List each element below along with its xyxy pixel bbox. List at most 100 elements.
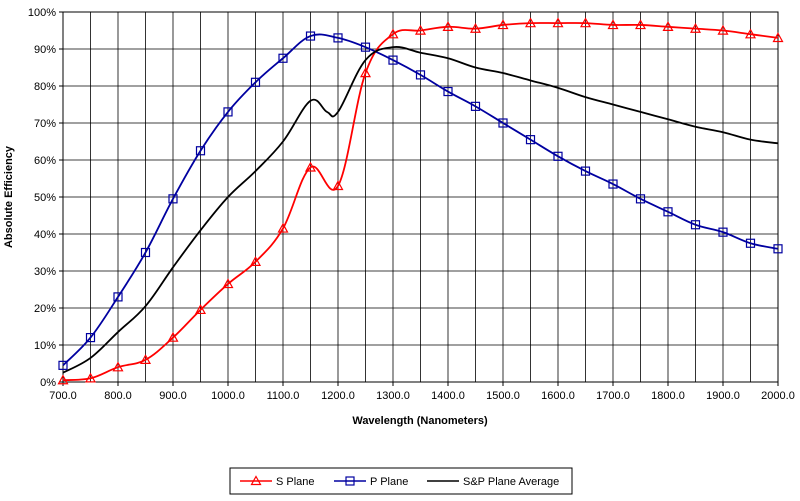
- point-s-plane: [139, 354, 152, 364]
- point-p-plane: [690, 220, 701, 230]
- point-p-plane: [470, 101, 481, 111]
- series-p-plane: [58, 31, 783, 370]
- y-tick-label: 90%: [34, 44, 56, 56]
- x-tick-label: 1200.0: [321, 390, 355, 402]
- x-axis-title: Wavelength (Nanometers): [352, 415, 488, 427]
- point-s-plane: [744, 28, 757, 39]
- point-p-plane: [85, 333, 96, 343]
- point-p-plane: [278, 53, 288, 63]
- point-p-plane: [168, 194, 178, 204]
- legend-label-p-plane: P Plane: [370, 476, 408, 488]
- point-s-plane: [717, 24, 729, 35]
- x-tick-label: 1400.0: [431, 390, 465, 402]
- x-tick-label: 2000.0: [761, 390, 795, 402]
- legend-item-p-plane: P Plane: [334, 476, 408, 488]
- point-s-plane: [689, 22, 702, 33]
- line-average: [62, 46, 779, 374]
- line-s-plane: [62, 22, 779, 382]
- point-s-plane: [442, 21, 454, 31]
- point-s-plane: [167, 331, 179, 342]
- point-p-plane: [718, 227, 728, 237]
- legend-box: [229, 467, 573, 495]
- y-tick-label: 30%: [34, 266, 56, 278]
- y-tick-label: 50%: [34, 192, 56, 204]
- point-s-plane: [469, 22, 482, 33]
- point-s-plane: [524, 17, 537, 28]
- series: [57, 17, 784, 385]
- point-p-plane: [580, 166, 591, 176]
- point-p-plane: [443, 86, 453, 97]
- series-s-plane: [57, 17, 784, 385]
- y-axis-title: Absolute Efficiency: [3, 145, 15, 248]
- y-tick-label: 80%: [34, 81, 56, 93]
- point-p-plane: [333, 33, 343, 43]
- x-axis-ticks: 700.0 800.0 900.0 1000.0 1100.0 1200.0 1300.0 1…: [49, 382, 795, 402]
- point-p-plane: [635, 194, 646, 204]
- legend-label-s-plane: S Plane: [276, 476, 315, 488]
- point-p-plane: [223, 107, 233, 117]
- series-average: [62, 46, 779, 374]
- point-s-plane: [304, 161, 317, 172]
- y-axis-ticks: 0% 10% 20% 30% 40% 50% 60% 70% 80% 90% 100%: [28, 7, 63, 389]
- legend-label-average: S&P Plane Average: [463, 476, 559, 488]
- point-s-plane: [772, 32, 784, 43]
- point-s-plane: [249, 256, 262, 266]
- legend-item-average: S&P Plane Average: [427, 476, 559, 488]
- x-tick-label: 1300.0: [376, 390, 410, 402]
- y-tick-label: 0%: [40, 377, 56, 389]
- x-tick-label: 1500.0: [486, 390, 520, 402]
- point-s-plane: [194, 304, 207, 315]
- point-p-plane: [745, 238, 756, 248]
- x-tick-label: 1600.0: [541, 390, 575, 402]
- point-p-plane: [553, 151, 563, 161]
- point-p-plane: [608, 179, 618, 189]
- point-p-plane: [250, 77, 261, 87]
- y-tick-label: 10%: [34, 340, 56, 352]
- point-s-plane: [57, 374, 69, 385]
- point-s-plane: [387, 28, 399, 39]
- legend: S Plane P Plane S&P Plane Average: [229, 467, 573, 495]
- x-tick-label: 1700.0: [596, 390, 630, 402]
- point-s-plane: [662, 21, 674, 31]
- point-p-plane: [360, 42, 371, 52]
- point-p-plane: [663, 207, 673, 217]
- legend-marker-p-plane: [345, 476, 355, 486]
- point-p-plane: [525, 135, 536, 145]
- point-p-plane: [58, 360, 68, 370]
- point-p-plane: [498, 118, 508, 128]
- grid: [63, 12, 778, 382]
- point-p-plane: [773, 244, 783, 254]
- point-p-plane: [113, 292, 123, 302]
- point-s-plane: [579, 17, 592, 28]
- x-tick-label: 1000.0: [211, 390, 245, 402]
- point-s-plane: [277, 222, 289, 233]
- point-s-plane: [84, 372, 97, 383]
- y-tick-label: 60%: [34, 155, 56, 167]
- point-s-plane: [634, 19, 647, 30]
- point-s-plane: [607, 19, 619, 30]
- point-p-plane: [388, 55, 398, 65]
- y-tick-label: 20%: [34, 303, 56, 315]
- legend-marker-s-plane: [250, 475, 262, 486]
- x-tick-label: 700.0: [49, 390, 77, 402]
- line-p-plane: [62, 33, 779, 366]
- point-s-plane: [414, 24, 427, 35]
- point-p-plane: [415, 70, 426, 80]
- point-s-plane: [112, 361, 124, 372]
- point-s-plane: [359, 67, 372, 78]
- point-s-plane: [222, 278, 234, 289]
- y-tick-label: 70%: [34, 118, 56, 130]
- point-s-plane: [332, 180, 344, 191]
- y-tick-label: 40%: [34, 229, 56, 241]
- point-p-plane: [140, 247, 151, 258]
- point-s-plane: [552, 17, 564, 28]
- x-tick-label: 1100.0: [267, 390, 300, 402]
- x-tick-label: 900.0: [159, 390, 187, 402]
- x-tick-label: 1900.0: [706, 390, 740, 402]
- x-tick-label: 1800.0: [651, 390, 685, 402]
- point-p-plane: [305, 31, 316, 41]
- legend-item-s-plane: S Plane: [240, 475, 315, 488]
- point-p-plane: [195, 146, 206, 156]
- x-tick-label: 800.0: [104, 390, 132, 402]
